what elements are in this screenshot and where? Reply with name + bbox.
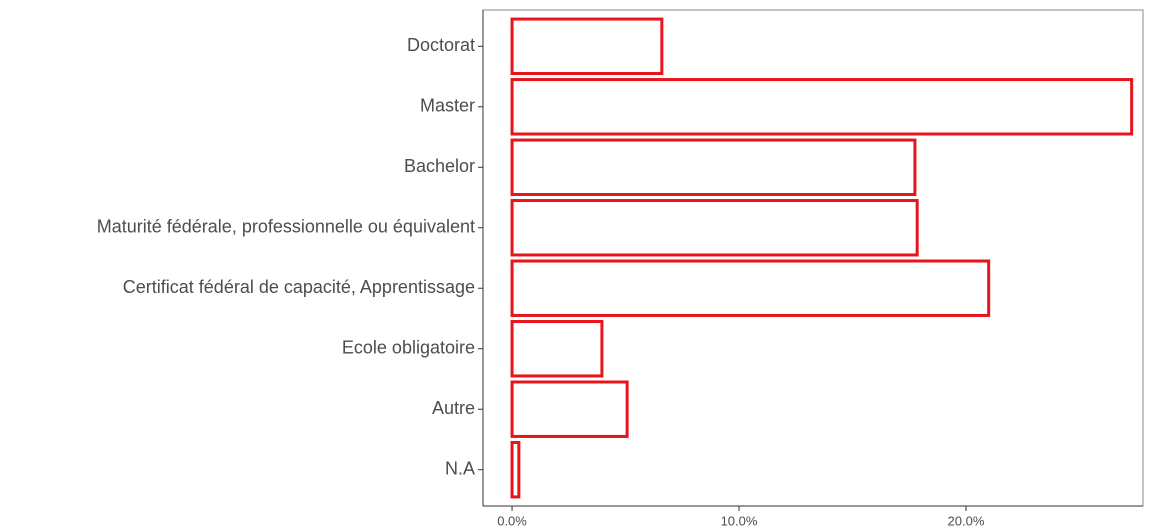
bar [510,380,629,438]
y-tick-label: Maturité fédérale, professionnelle ou éq… [97,217,475,237]
y-tick-label: Ecole obligatoire [342,337,475,357]
bar [510,17,664,76]
y-tick-label: Master [420,96,475,116]
bar [510,199,919,257]
y-tick-label: Certificat fédéral de capacité, Apprenti… [123,277,475,297]
y-tick-label: Doctorat [407,35,475,55]
x-tick-label: 10.0% [721,513,758,528]
bar [510,78,1134,136]
bar [510,259,991,317]
y-tick-label: Autre [432,398,475,418]
y-tick-label: Bachelor [404,156,475,176]
bar [510,320,604,378]
y-tick-label: N.A [445,458,475,478]
x-tick-label: 0.0% [497,513,527,528]
x-tick-label: 20.0% [948,513,985,528]
bar [510,138,917,196]
bar [510,440,521,499]
